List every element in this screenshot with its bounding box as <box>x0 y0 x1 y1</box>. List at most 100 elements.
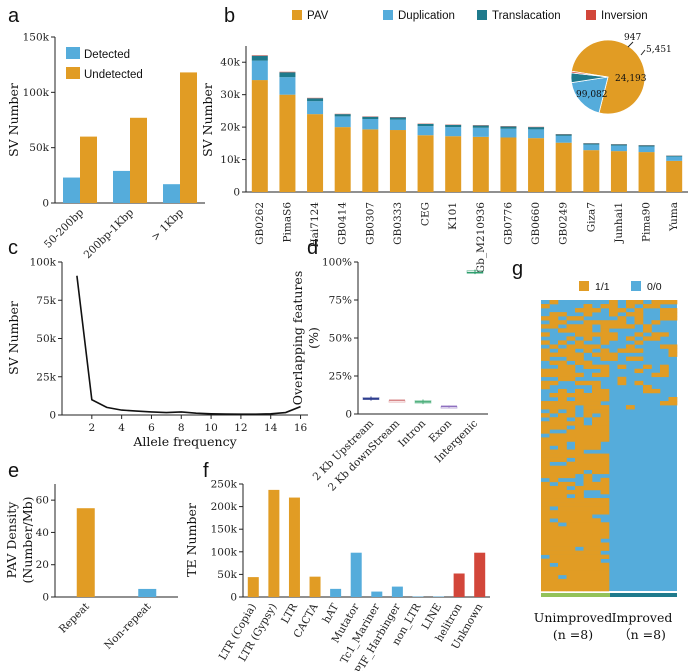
b-legend-swatch <box>292 10 302 20</box>
a-legend-label: Detected <box>84 49 130 61</box>
g-heatmap-cell <box>558 465 567 471</box>
g-heatmap-cell <box>592 465 601 471</box>
g-heatmap-cell <box>558 405 567 410</box>
g-heatmap-cell <box>592 550 601 555</box>
b-category-label: Giza7 <box>585 202 597 232</box>
d-ytick-label: 25% <box>329 371 352 383</box>
g-heatmap-cell <box>549 530 559 535</box>
g-heatmap-cell <box>609 332 618 337</box>
g-heatmap-cell <box>583 562 593 568</box>
g-heatmap-cell <box>617 364 627 370</box>
g-heatmap-cell <box>592 372 601 378</box>
g-heatmap-cell <box>549 433 559 438</box>
g-heatmap-cell <box>549 449 559 454</box>
g-heatmap-cell <box>600 453 610 458</box>
g-heatmap-cell <box>575 356 584 361</box>
c-y-axis-label: SV Number <box>6 301 21 375</box>
g-heatmap-cell <box>600 530 610 535</box>
b-bar-pav <box>638 152 655 192</box>
g-heatmap-cell <box>583 445 593 450</box>
g-heatmap-cell <box>660 368 669 374</box>
g-heatmap-cell <box>600 409 610 414</box>
g-heatmap-cell <box>668 401 678 406</box>
b-bar-pav <box>555 142 572 192</box>
b-category-label: GB0414 <box>337 202 349 245</box>
g-heatmap-cell <box>566 473 576 479</box>
g-heatmap-cell <box>549 441 559 446</box>
b-bar-translacation <box>555 134 572 136</box>
g-heatmap-cell <box>541 457 550 462</box>
g-heatmap-cell <box>549 372 559 378</box>
b-bar-translacation <box>528 127 545 130</box>
g-heatmap-cell <box>575 526 584 531</box>
g-heatmap-cell <box>549 546 559 551</box>
g-group-name: Improved <box>612 610 673 625</box>
g-heatmap-cell <box>634 340 644 345</box>
g-heatmap-cell <box>660 344 669 349</box>
g-heatmap-cell <box>541 473 550 479</box>
g-heatmap-cell <box>643 324 652 329</box>
f-ytick-label: 150k <box>211 524 238 536</box>
g-heatmap-cell <box>541 304 550 309</box>
g-heatmap-cell <box>575 316 584 321</box>
g-heatmap-cell <box>541 566 550 572</box>
g-heatmap-cell <box>600 510 610 515</box>
g-heatmap-cell <box>617 380 627 386</box>
g-heatmap-cell <box>566 554 576 559</box>
panel-label-a: a <box>8 5 20 27</box>
g-heatmap-cell <box>609 304 618 309</box>
g-heatmap-cell <box>566 372 576 378</box>
g-heatmap-cell <box>566 344 576 349</box>
g-heatmap-cell <box>541 530 550 535</box>
g-heatmap-cell <box>549 582 559 588</box>
g-heatmap-cell <box>626 312 635 317</box>
g-heatmap-cell <box>660 401 669 406</box>
g-heatmap-cell <box>541 324 550 329</box>
g-heatmap-cell <box>583 312 593 317</box>
g-heatmap-cell <box>558 437 567 442</box>
g-heatmap-cell <box>575 498 584 503</box>
g-heatmap-cell <box>566 498 576 503</box>
d-category-label: Intron <box>396 417 428 449</box>
g-heatmap-cell <box>566 530 576 535</box>
g-heatmap-cell <box>592 421 601 426</box>
g-heatmap-cell <box>583 360 593 365</box>
a-ytick-label: 50k <box>29 142 49 154</box>
g-heatmap-cell <box>583 538 593 543</box>
g-heatmap-cell <box>575 421 584 426</box>
g-heatmap-cell <box>583 502 593 507</box>
b-bar-duplication <box>555 135 572 143</box>
g-heatmap-cell <box>609 352 618 357</box>
g-heatmap-cell <box>592 526 601 531</box>
f-ytick-label: 0 <box>230 592 237 604</box>
g-heatmap-cell <box>600 469 610 475</box>
g-heatmap-cell <box>575 360 584 365</box>
g-heatmap-cell <box>558 417 567 422</box>
g-heatmap-cell <box>583 518 593 523</box>
g-heatmap-cell <box>592 380 601 386</box>
f-bar <box>371 591 383 597</box>
g-heatmap-cell <box>566 546 576 551</box>
g-heatmap-cell <box>575 469 584 475</box>
g-heatmap-cell <box>575 453 584 458</box>
g-heatmap-cell <box>549 586 559 592</box>
a-legend-swatch <box>66 47 80 59</box>
g-heatmap-cell <box>634 348 644 353</box>
g-heatmap-cell <box>558 582 567 588</box>
g-heatmap-cell <box>592 409 601 414</box>
g-heatmap-cell <box>558 453 567 458</box>
g-heatmap-cell <box>600 522 610 527</box>
g-heatmap-cell <box>566 562 576 568</box>
g-heatmap-cell <box>549 566 559 572</box>
g-heatmap-cell <box>566 465 576 471</box>
panel-label-f: f <box>203 460 209 482</box>
g-heatmap-cell <box>558 518 567 523</box>
f-bar <box>391 586 403 597</box>
g-heatmap-cell <box>541 384 550 390</box>
b-category-label: Pima90 <box>641 202 653 242</box>
c-ytick-label: 100k <box>30 257 57 269</box>
g-heatmap-cell <box>566 570 576 576</box>
g-heatmap-cell <box>566 582 576 588</box>
g-heatmap-cell <box>609 300 618 305</box>
g-heatmap-cell <box>600 582 610 588</box>
